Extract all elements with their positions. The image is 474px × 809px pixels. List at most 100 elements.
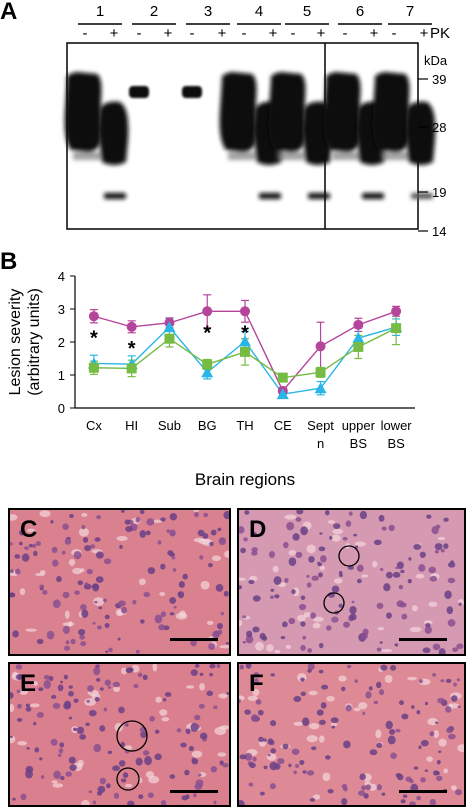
data-point-circle [391, 306, 402, 317]
cell-nucleus [392, 571, 401, 578]
cell-nucleus [92, 800, 97, 805]
cell-nucleus [324, 755, 331, 760]
cell-nucleus [362, 711, 366, 716]
vacuole [423, 620, 433, 625]
cell-nucleus [376, 742, 383, 748]
pk-plus-mark: + [370, 25, 379, 42]
cell-nucleus [206, 690, 214, 697]
cell-nucleus [376, 647, 382, 652]
vacuole [372, 561, 378, 568]
cell-nucleus [447, 619, 456, 627]
cell-nucleus [143, 591, 151, 598]
cell-nucleus [59, 680, 64, 684]
cell-nucleus [380, 664, 388, 671]
cell-nucleus [40, 775, 45, 779]
cell-nucleus [254, 678, 259, 683]
cell-nucleus [307, 664, 315, 671]
cell-nucleus [208, 562, 213, 568]
cell-nucleus [209, 541, 214, 547]
vacuole [26, 528, 36, 533]
scale-bar [170, 790, 218, 793]
y-tick-label: 3 [58, 302, 65, 317]
x-tick-label: Cx [86, 418, 102, 433]
vacuole [297, 614, 306, 622]
cell-nucleus [411, 705, 415, 709]
cell-nucleus [356, 578, 362, 584]
cell-nucleus [420, 739, 429, 747]
cell-nucleus [119, 544, 123, 549]
cell-nucleus [390, 752, 397, 759]
cell-nucleus [96, 625, 103, 630]
vacuole [353, 707, 361, 712]
cell-nucleus [51, 546, 58, 554]
cell-nucleus [135, 757, 143, 766]
vacuole [451, 785, 457, 791]
data-point-triangle [352, 332, 365, 344]
cell-nucleus [154, 614, 163, 624]
band-undigested [64, 72, 102, 160]
vacuole [68, 621, 73, 627]
cell-nucleus [363, 793, 369, 799]
data-point-circle [353, 319, 364, 330]
lane-number: 7 [406, 3, 414, 20]
cell-nucleus [409, 801, 416, 805]
cell-nucleus [309, 797, 316, 802]
vacuole [409, 626, 422, 633]
vacuole [284, 514, 297, 520]
vacuole [308, 690, 318, 696]
cell-nucleus [73, 698, 79, 703]
cell-nucleus [69, 764, 77, 771]
cell-nucleus [385, 720, 393, 730]
cell-nucleus [318, 572, 323, 578]
cell-nucleus [300, 691, 306, 697]
data-point-triangle [163, 321, 176, 333]
cell-nucleus [438, 648, 446, 654]
cell-nucleus [105, 650, 109, 653]
y-axis-title: Lesion severity [7, 289, 24, 396]
cell-nucleus [353, 533, 358, 537]
cell-nucleus [307, 668, 312, 673]
cell-nucleus [429, 798, 436, 805]
cell-nucleus [438, 750, 442, 753]
vacuole [361, 574, 369, 578]
cell-nucleus [222, 762, 229, 768]
cell-nucleus [121, 606, 128, 614]
cell-nucleus [324, 510, 330, 516]
x-tick-label: lower [381, 418, 413, 433]
cell-nucleus [458, 602, 462, 606]
cell-nucleus [280, 635, 286, 640]
data-point-circle [240, 306, 250, 317]
cell-nucleus [386, 612, 392, 619]
cell-nucleus [239, 698, 241, 703]
vacuole [179, 610, 186, 618]
vacuole [330, 722, 338, 727]
cell-nucleus [85, 722, 90, 727]
band-normal-prp [129, 86, 149, 98]
cell-nucleus [245, 664, 252, 669]
cell-nucleus [184, 769, 190, 776]
vacuole [219, 645, 229, 649]
cell-nucleus [434, 543, 443, 551]
cell-nucleus [182, 573, 188, 580]
lesion-severity-chart: 0 1 2 3 4 Cx HI Sub BG TH CE Sept n upper BS lower BS Les… [7, 269, 415, 489]
vacuole [17, 741, 27, 746]
cell-nucleus [398, 584, 404, 590]
band-undigested [323, 72, 361, 160]
cell-nucleus [73, 727, 78, 732]
band-pk-resistant [405, 101, 436, 199]
cell-nucleus [248, 579, 255, 585]
pk-minus-mark: - [137, 25, 142, 42]
cell-nucleus [19, 529, 25, 536]
vacuole [293, 721, 304, 726]
cell-nucleus [216, 623, 223, 630]
cell-nucleus [199, 672, 204, 676]
mw-label: 39 [432, 72, 446, 87]
cell-nucleus [160, 563, 166, 570]
cell-nucleus [291, 589, 296, 595]
cell-nucleus [376, 784, 382, 791]
cell-nucleus [387, 735, 396, 745]
cell-nucleus [450, 560, 455, 564]
cell-nucleus [349, 613, 357, 621]
lane-number: 4 [255, 3, 263, 20]
cell-nucleus [239, 526, 245, 534]
